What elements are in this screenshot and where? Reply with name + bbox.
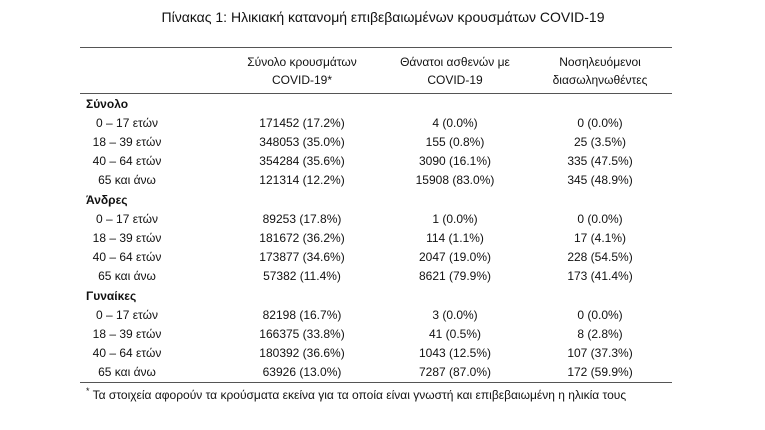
cell: 2047 (19.0%) — [418, 250, 492, 264]
cell: 25 (3.5%) — [573, 135, 627, 149]
cell: 114 (1.1%) — [426, 231, 484, 245]
column-header: Θάνατοι ασθενών με — [400, 55, 510, 69]
cell: 228 (54.5%) — [567, 250, 633, 264]
section-label: Άνδρες — [86, 193, 128, 207]
cell: 0 (0.0%) — [577, 212, 623, 226]
cell: 173 (41.4%) — [567, 269, 633, 283]
footnote: * Τα στοιχεία αφορούν τα κρούσματα εκείν… — [86, 384, 626, 402]
cell: 107 (37.3%) — [567, 346, 633, 360]
column-header: Σύνολο κρουσμάτων — [247, 55, 357, 69]
cell: 1043 (12.5%) — [418, 346, 492, 360]
cell: 3 (0.0%) — [432, 308, 478, 322]
row-label: 40 – 64 ετών — [92, 346, 162, 360]
cell: 171452 (17.2%) — [259, 116, 345, 130]
cell: 0 (0.0%) — [577, 308, 623, 322]
cell: 3090 (16.1%) — [418, 154, 492, 168]
cell: 8 (2.8%) — [577, 327, 623, 341]
rule — [80, 47, 672, 48]
rule — [80, 382, 672, 383]
cell: 354284 (35.6%) — [259, 154, 345, 168]
column-header: διασωληνωθέντες — [552, 73, 648, 87]
cell: 335 (47.5%) — [567, 154, 633, 168]
cell: 4 (0.0%) — [432, 116, 478, 130]
column-header: COVID-19* — [271, 73, 333, 87]
cell: 121314 (12.2%) — [259, 173, 345, 187]
column-header: Νοσηλευόμενοι — [559, 55, 641, 69]
cell: 63926 (13.0%) — [262, 365, 342, 379]
cell: 345 (48.9%) — [567, 173, 633, 187]
cell: 17 (4.1%) — [573, 231, 627, 245]
cell: 0 (0.0%) — [577, 116, 623, 130]
cell: 155 (0.8%) — [425, 135, 485, 149]
footnote-text: Τα στοιχεία αφορούν τα κρούσματα εκείνα … — [92, 388, 627, 402]
cell: 8621 (79.9%) — [418, 269, 492, 283]
table-title: Πίνακας 1: Ηλικιακή κατανομή επιβεβαιωμέ… — [161, 9, 605, 25]
cell: 348053 (35.0%) — [259, 135, 345, 149]
row-label: 40 – 64 ετών — [92, 154, 162, 168]
cell: 1 (0.0%) — [432, 212, 478, 226]
section-label: Σύνολο — [86, 97, 129, 111]
row-label: 0 – 17 ετών — [96, 212, 158, 226]
section-label: Γυναίκες — [86, 289, 137, 303]
cell: 89253 (17.8%) — [262, 212, 342, 226]
rule — [80, 93, 672, 94]
row-label: 65 και άνω — [98, 173, 156, 187]
cell: 172 (59.9%) — [567, 365, 633, 379]
column-header: COVID-19 — [427, 73, 483, 87]
cell: 82198 (16.7%) — [262, 308, 342, 322]
cell: 15908 (83.0%) — [415, 173, 495, 187]
row-label: 0 – 17 ετών — [96, 116, 158, 130]
cell: 57382 (11.4%) — [263, 269, 341, 283]
cell: 181672 (36.2%) — [259, 231, 345, 245]
row-label: 65 και άνω — [98, 269, 156, 283]
row-label: 18 – 39 ετών — [92, 327, 162, 341]
footnote-mark: * — [86, 386, 90, 396]
cell: 41 (0.5%) — [428, 327, 482, 341]
row-label: 18 – 39 ετών — [92, 135, 162, 149]
row-label: 40 – 64 ετών — [92, 250, 162, 264]
row-label: 18 – 39 ετών — [92, 231, 162, 245]
cell: 7287 (87.0%) — [418, 365, 492, 379]
cell: 166375 (33.8%) — [259, 327, 345, 341]
cell: 173877 (34.6%) — [259, 250, 345, 264]
row-label: 0 – 17 ετών — [96, 308, 158, 322]
cell: 180392 (36.6%) — [259, 346, 345, 360]
row-label: 65 και άνω — [98, 365, 156, 379]
